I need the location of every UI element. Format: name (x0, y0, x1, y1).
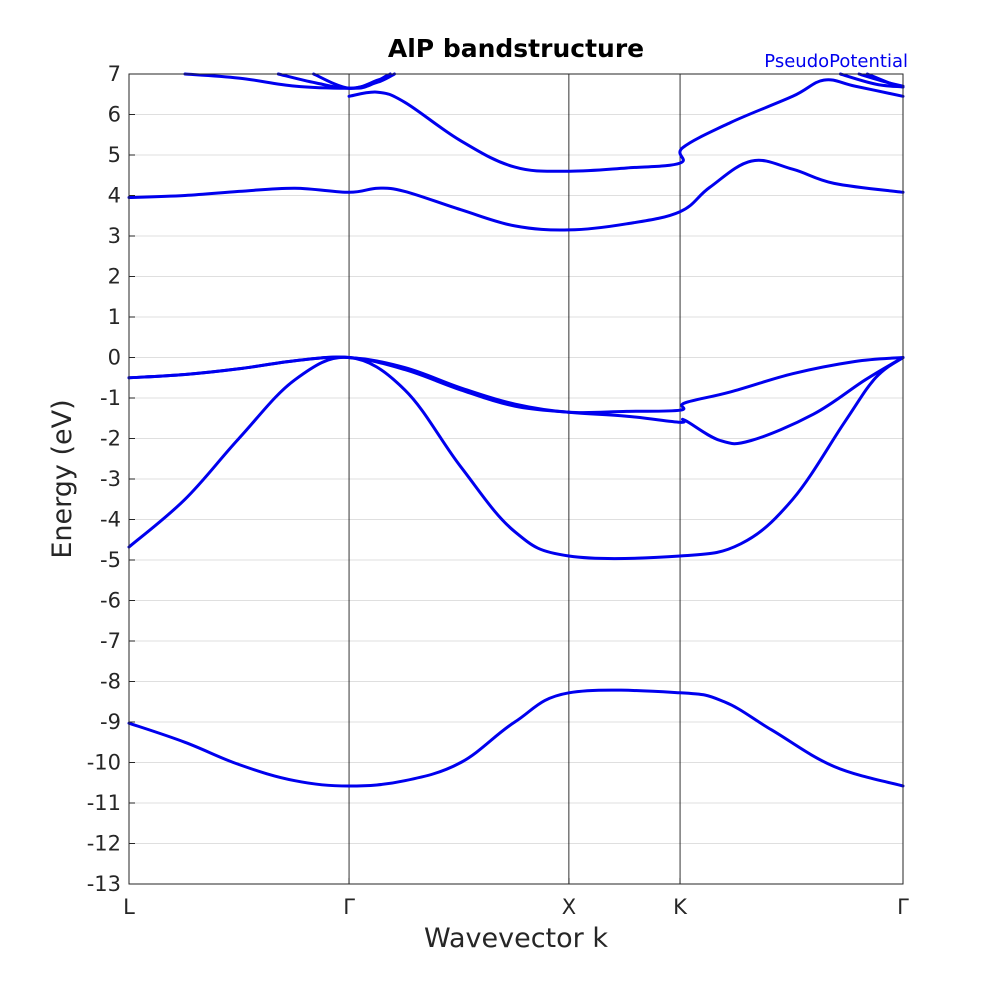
y-tick-label-13: -6 (100, 589, 121, 613)
y-tick-label-7: 0 (108, 346, 121, 370)
y-tick-label-10: -3 (100, 467, 121, 491)
y-tick-label-0: 7 (108, 62, 121, 86)
x-tick-label-3: K (673, 895, 688, 919)
band-line-4 (127, 158, 905, 232)
x-tick-label-2: X (562, 895, 576, 919)
band-line-5 (347, 78, 905, 173)
y-tick-label-2: 5 (108, 143, 121, 167)
band-line-1 (127, 355, 905, 560)
y-tick-label-9: -2 (100, 427, 121, 451)
y-tick-label-18: -11 (87, 791, 121, 815)
y-tick-label-1: 6 (108, 103, 121, 127)
x-axis-title: Wavevector k (424, 923, 608, 954)
y-tick-label-17: -10 (87, 751, 121, 775)
band-line-11 (865, 72, 905, 89)
y-tick-label-16: -9 (100, 710, 121, 734)
y-tick-label-12: -5 (100, 548, 121, 572)
y-tick-label-6: 1 (108, 305, 121, 329)
y-tick-label-4: 3 (108, 224, 121, 248)
x-tick-label-0: L (123, 895, 135, 919)
band-line-0 (127, 688, 905, 788)
band-lines (127, 72, 905, 788)
x-tick-label-4: Γ (897, 895, 909, 919)
x-tick-label-1: Γ (343, 895, 355, 919)
high-symmetry-lines (348, 74, 681, 884)
y-tick-label-5: 2 (108, 265, 121, 289)
grid-lines (129, 73, 903, 885)
y-tick-label-3: 4 (108, 184, 121, 208)
y-tick-label-15: -8 (100, 670, 121, 694)
pseudopotential-label: PseudoPotential (764, 51, 908, 72)
y-tick-label-14: -7 (100, 629, 121, 653)
y-tick-label-8: -1 (100, 386, 121, 410)
band-line-3 (127, 355, 905, 415)
band-line-8 (312, 72, 392, 90)
chart-title: AlP bandstructure (388, 34, 644, 63)
y-ticks: 7 6 5 4 3 2 1 0 -1 -2 -3 -4 -5 -6 -7 -8 -9 -10 -11 -12 -13 (87, 62, 135, 896)
y-tick-label-19: -12 (87, 832, 121, 856)
y-axis-title: Energy (eV) (47, 399, 78, 558)
y-tick-label-11: -4 (100, 508, 121, 532)
y-tick-label-20: -13 (87, 872, 121, 896)
